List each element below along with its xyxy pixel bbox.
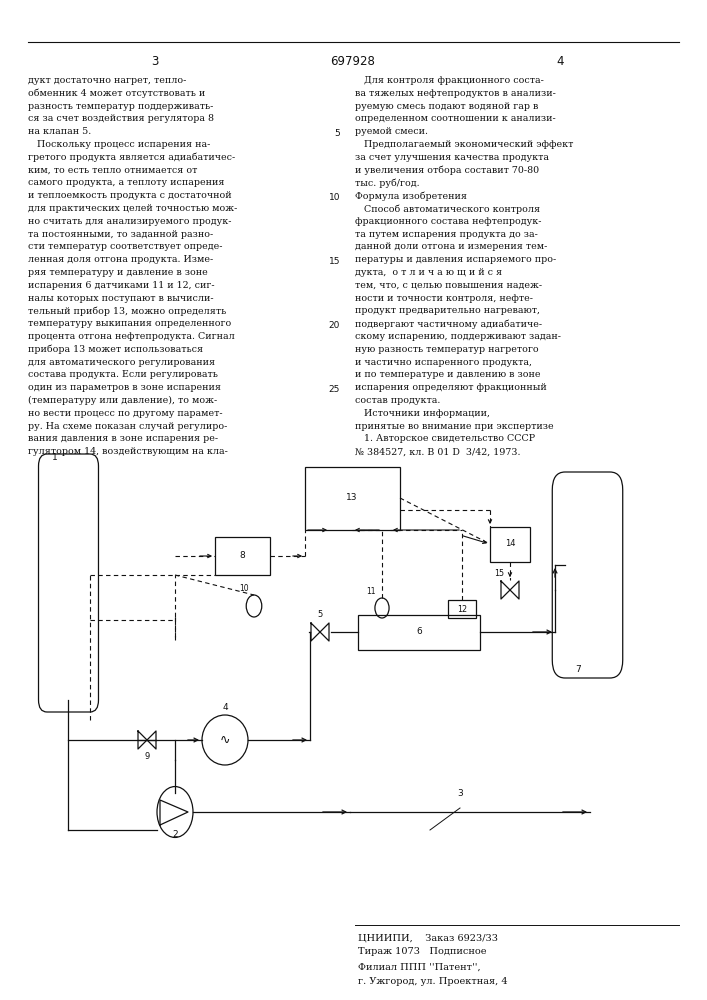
Text: гретого продукта является адиабатичес-: гретого продукта является адиабатичес- [28,153,235,162]
Text: 2: 2 [173,830,178,839]
Text: для практических целей точностью мож-: для практических целей точностью мож- [28,204,238,213]
Text: 10: 10 [329,193,340,202]
Text: обменник 4 может отсутствовать и: обменник 4 может отсутствовать и [28,89,205,98]
Text: данной доли отгона и измерения тем-: данной доли отгона и измерения тем- [355,242,547,251]
Text: 3: 3 [457,789,463,798]
Text: пературы и давления испаряемого про-: пературы и давления испаряемого про- [355,255,556,264]
Text: фракционного состава нефтепродук-: фракционного состава нефтепродук- [355,217,542,226]
Text: продукт предварительно нагревают,: продукт предварительно нагревают, [355,306,540,315]
Text: дукта,  о т л и ч а ю щ и й с я: дукта, о т л и ч а ю щ и й с я [355,268,502,277]
Text: самого продукта, а теплоту испарения: самого продукта, а теплоту испарения [28,178,225,187]
Text: Способ автоматического контроля: Способ автоматического контроля [355,204,540,214]
Text: 4: 4 [222,703,228,712]
Text: и теплоемкость продукта с достаточной: и теплоемкость продукта с достаточной [28,191,232,200]
Text: ∿: ∿ [220,734,230,746]
Text: та путем испарения продукта до за-: та путем испарения продукта до за- [355,230,538,239]
Text: разность температур поддерживать-: разность температур поддерживать- [28,102,214,111]
Text: за счет улучшения качества продукта: за счет улучшения качества продукта [355,153,549,162]
Text: и частично испаренного продукта,: и частично испаренного продукта, [355,358,532,367]
Text: 9: 9 [144,752,150,761]
Text: определенном соотношении к анализи-: определенном соотношении к анализи- [355,114,556,123]
Text: состав продукта.: состав продукта. [355,396,440,405]
Text: процента отгона нефтепродукта. Сигнал: процента отгона нефтепродукта. Сигнал [28,332,235,341]
Text: на клапан 5.: на клапан 5. [28,127,91,136]
Text: 25: 25 [329,385,340,394]
Text: 13: 13 [346,493,358,502]
Text: налы которых поступают в вычисли-: налы которых поступают в вычисли- [28,294,214,303]
Text: Тираж 1073   Подписное: Тираж 1073 Подписное [358,947,486,956]
Text: руемой смеси.: руемой смеси. [355,127,428,136]
Text: вания давления в зоне испарения ре-: вания давления в зоне испарения ре- [28,434,218,443]
Text: ряя температуру и давление в зоне: ряя температуру и давление в зоне [28,268,208,277]
Text: ким, то есть тепло отнимается от: ким, то есть тепло отнимается от [28,166,197,175]
Text: и по температуре и давлению в зоне: и по температуре и давлению в зоне [355,370,540,379]
Bar [305,467,400,530]
Text: (температуру или давление), то мож-: (температуру или давление), то мож- [28,396,217,405]
Text: тельный прибор 13, можно определять: тельный прибор 13, можно определять [28,306,226,316]
Text: 6: 6 [416,628,422,637]
Text: ленная доля отгона продукта. Изме-: ленная доля отгона продукта. Изме- [28,255,214,264]
Text: руемую смесь подают водяной гар в: руемую смесь подают водяной гар в [355,102,538,111]
Text: испарения 6 датчиками 11 и 12, сиг-: испарения 6 датчиками 11 и 12, сиг- [28,281,215,290]
Text: Формула изобретения: Формула изобретения [355,191,467,201]
Text: 10: 10 [239,584,249,593]
Text: температуру выкипания определенного: температуру выкипания определенного [28,319,231,328]
Text: Филиал ППП ''Патент'',: Филиал ППП ''Патент'', [358,963,481,972]
Text: 15: 15 [329,257,340,266]
Text: состава продукта. Если регулировать: состава продукта. Если регулировать [28,370,218,379]
Text: ва тяжелых нефтепродуктов в анализи-: ва тяжелых нефтепродуктов в анализи- [355,89,556,98]
Text: 3: 3 [151,55,158,68]
Text: 11: 11 [366,587,375,596]
Text: гулятором 14, воздействующим на кла-: гулятором 14, воздействующим на кла- [28,447,228,456]
Text: но вести процесс по другому парамет-: но вести процесс по другому парамет- [28,409,223,418]
Text: один из параметров в зоне испарения: один из параметров в зоне испарения [28,383,221,392]
Bar [358,615,480,650]
Text: Для контроля фракционного соста-: Для контроля фракционного соста- [355,76,544,85]
Text: 14: 14 [505,540,515,548]
Text: Поскольку процесс испарения на-: Поскольку процесс испарения на- [28,140,211,149]
Text: и увеличения отбора составит 70-80: и увеличения отбора составит 70-80 [355,166,539,175]
Text: № 384527, кл. В 01 D  3/42, 1973.: № 384527, кл. В 01 D 3/42, 1973. [355,447,520,456]
Text: ности и точности контроля, нефте-: ности и точности контроля, нефте- [355,294,533,303]
Text: дукт достаточно нагрет, тепло-: дукт достаточно нагрет, тепло- [28,76,187,85]
Text: Предполагаемый экономический эффект: Предполагаемый экономический эффект [355,140,573,149]
Text: ЦНИИПИ,    Заказ 6923/33: ЦНИИПИ, Заказ 6923/33 [358,933,498,942]
Text: прибора 13 может использоваться: прибора 13 может использоваться [28,345,203,354]
Text: для автоматического регулирования: для автоматического регулирования [28,358,215,367]
Text: та постоянными, то заданной разно-: та постоянными, то заданной разно- [28,230,214,239]
Text: ся за счет воздействия регулятора 8: ся за счет воздействия регулятора 8 [28,114,214,123]
Text: скому испарению, поддерживают задан-: скому испарению, поддерживают задан- [355,332,561,341]
Text: 12: 12 [457,604,467,613]
Text: 5: 5 [317,610,322,619]
Text: Источники информации,: Источники информации, [355,409,490,418]
Text: 7: 7 [575,665,580,674]
Text: 15: 15 [494,569,504,578]
Bar [215,537,270,575]
Text: ную разность температур нагретого: ную разность температур нагретого [355,345,539,354]
Text: но считать для анализируемого продук-: но считать для анализируемого продук- [28,217,231,226]
Text: 1. Авторское свидетельство СССР: 1. Авторское свидетельство СССР [355,434,535,443]
Text: сти температур соответствует опреде-: сти температур соответствует опреде- [28,242,223,251]
Text: 20: 20 [329,321,340,330]
Text: принятые во внимание при экспертизе: принятые во внимание при экспертизе [355,422,554,431]
Text: 1: 1 [52,453,58,462]
Text: тем, что, с целью повышения надеж-: тем, что, с целью повышения надеж- [355,281,542,290]
Text: ру. На схеме показан случай регулиро-: ру. На схеме показан случай регулиро- [28,422,228,431]
Text: тыс. руб/год.: тыс. руб/год. [355,178,420,188]
Text: г. Ужгород, ул. Проектная, 4: г. Ужгород, ул. Проектная, 4 [358,977,508,986]
Text: 5: 5 [334,129,340,138]
Bar [490,527,530,562]
Text: подвергают частичному адиабатиче-: подвергают частичному адиабатиче- [355,319,542,329]
Text: 4: 4 [556,55,563,68]
Bar [448,600,476,618]
Text: 8: 8 [239,552,245,560]
Text: 697928: 697928 [331,55,375,68]
Text: испарения определяют фракционный: испарения определяют фракционный [355,383,547,392]
